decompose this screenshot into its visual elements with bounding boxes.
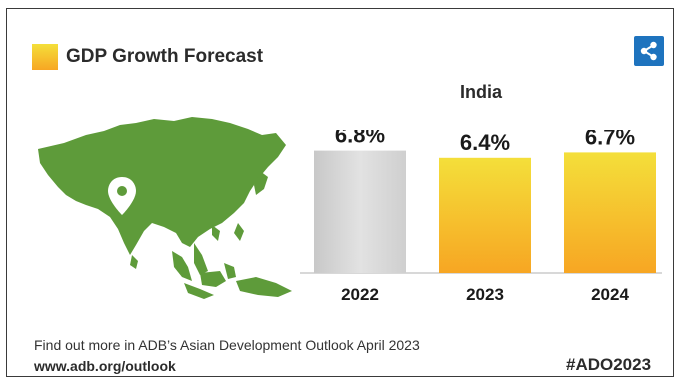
value-label-2023: 6.4% <box>460 130 510 155</box>
x-tick-2022: 2022 <box>341 285 379 304</box>
value-label-2024: 6.7% <box>585 130 635 149</box>
outlook-link[interactable]: www.adb.org/outlook <box>34 358 176 374</box>
x-tick-2023: 2023 <box>466 285 504 304</box>
footer-note: Find out more in ADB’s Asian Development… <box>34 337 420 353</box>
share-button[interactable] <box>634 36 664 66</box>
value-label-2022: 6.8% <box>335 130 385 148</box>
hashtag: #ADO2023 <box>566 355 652 374</box>
country-label: India <box>459 82 502 102</box>
asia-landmass <box>38 117 292 299</box>
chart-title: GDP Growth Forecast <box>66 46 264 67</box>
x-tick-2024: 2024 <box>591 285 629 304</box>
bar-2023 <box>439 157 531 273</box>
legend-swatch <box>32 44 58 70</box>
bar-2024 <box>564 152 656 273</box>
bar-2022 <box>314 150 406 273</box>
share-icon <box>640 41 657 61</box>
bar-chart: 6.8% 2022 6.4% 2023 6.7% 2024 <box>300 130 662 304</box>
asia-map <box>38 117 292 299</box>
location-pin-icon <box>108 177 136 215</box>
